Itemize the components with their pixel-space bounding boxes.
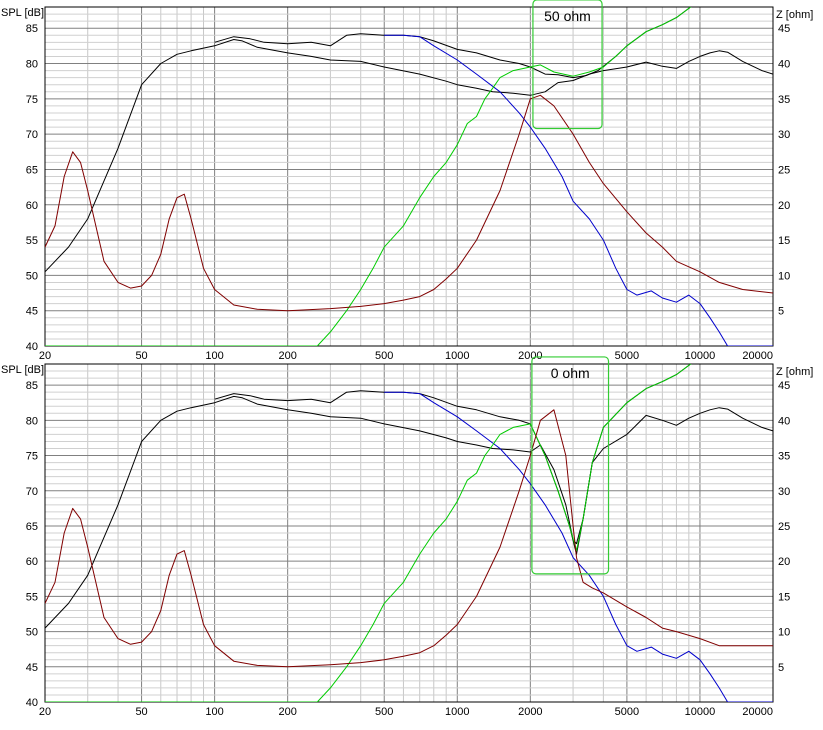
- right-axis-title: Z [ohm]: [776, 366, 813, 378]
- chart-panel-top: SPL [dB] Z [ohm] 40 45 50 55 60 65 70 75 80 85 5 10 15…: [1, 0, 813, 362]
- y-left-tick-label: 60: [26, 556, 38, 568]
- y-left-tick-label: 85: [26, 23, 38, 35]
- y-right-tick-label: 35: [778, 451, 790, 463]
- y-right-tick-label: 40: [778, 415, 790, 427]
- y-right-tick-label: 30: [778, 129, 790, 141]
- x-tick-label: 50: [135, 350, 147, 362]
- chart-panel-bottom: SPL [dB] Z [ohm] 40 45 50 55 60 65 70 75 80 85 5 10 15…: [1, 356, 813, 718]
- y-left-tick-label: 70: [26, 486, 38, 498]
- y-left-tick-label: 40: [26, 341, 38, 353]
- left-axis-title: SPL [dB]: [1, 7, 44, 19]
- impedance-curve: [45, 94, 773, 312]
- y-left-tick-label: 60: [26, 200, 38, 212]
- x-tick-label: 1000: [445, 350, 469, 362]
- spl-curve-a: [45, 395, 773, 629]
- x-tick-label: 20: [39, 350, 51, 362]
- y-right-tick-label: 5: [778, 662, 784, 674]
- left-axis-title: SPL [dB]: [1, 364, 44, 376]
- x-tick-label: 50: [135, 706, 147, 718]
- x-tick-label: 5000: [615, 350, 639, 362]
- y-right-tick-label: 15: [778, 235, 790, 247]
- x-tick-label: 20: [39, 706, 51, 718]
- x-tick-label: 10000: [685, 350, 716, 362]
- y-right-tick-label: 25: [778, 164, 790, 176]
- y-left-tick-label: 50: [26, 270, 38, 282]
- y-right-tick-label: 10: [778, 270, 790, 282]
- impedance-curve: [45, 409, 773, 668]
- x-tick-label: 10000: [685, 706, 716, 718]
- x-tick-label: 200: [278, 706, 296, 718]
- y-right-tick-label: 45: [778, 23, 790, 35]
- y-right-tick-label: 15: [778, 591, 790, 603]
- y-right-tick-label: 30: [778, 486, 790, 498]
- y-left-tick-label: 55: [26, 235, 38, 247]
- y-left-tick-label: 70: [26, 129, 38, 141]
- y-left-tick-label: 75: [26, 451, 38, 463]
- y-left-tick-label: 45: [26, 306, 38, 318]
- y-left-tick-label: 85: [26, 380, 38, 392]
- annotation-box: [532, 0, 603, 130]
- x-tick-label: 100: [205, 706, 223, 718]
- y-left-tick-label: 65: [26, 521, 38, 533]
- y-right-tick-label: 35: [778, 94, 790, 106]
- spl-curve-a: [45, 39, 773, 273]
- y-left-tick-label: 75: [26, 94, 38, 106]
- x-tick-label: 20000: [742, 350, 773, 362]
- annotation-label: 0 ohm: [551, 365, 590, 381]
- y-right-tick-label: 10: [778, 627, 790, 639]
- x-tick-label: 5000: [615, 706, 639, 718]
- y-left-tick-label: 80: [26, 415, 38, 427]
- y-left-tick-label: 45: [26, 662, 38, 674]
- x-tick-label: 100: [205, 350, 223, 362]
- right-axis-title: Z [ohm]: [776, 9, 813, 21]
- y-left-tick-label: 80: [26, 59, 38, 71]
- y-left-tick-label: 65: [26, 164, 38, 176]
- x-tick-label: 500: [375, 706, 393, 718]
- spl-curve-blue: [384, 391, 773, 702]
- annotation-label: 50 ohm: [544, 8, 591, 24]
- y-right-tick-label: 20: [778, 200, 790, 212]
- y-left-tick-label: 40: [26, 697, 38, 709]
- spl-curve-green: [45, 7, 692, 346]
- x-tick-label: 2000: [518, 350, 542, 362]
- annotation-box: [531, 356, 610, 575]
- y-left-tick-label: 50: [26, 627, 38, 639]
- x-tick-label: 20000: [742, 706, 773, 718]
- y-right-tick-label: 40: [778, 59, 790, 71]
- spl-curve-blue: [384, 34, 773, 346]
- spl-curve-green: [45, 364, 692, 702]
- y-right-tick-label: 5: [778, 306, 784, 318]
- y-right-tick-label: 25: [778, 521, 790, 533]
- x-tick-label: 2000: [518, 706, 542, 718]
- x-tick-label: 500: [375, 350, 393, 362]
- plot-frame: [44, 6, 774, 347]
- y-right-tick-label: 20: [778, 556, 790, 568]
- y-right-tick-label: 45: [778, 380, 790, 392]
- plot-frame: [44, 363, 774, 703]
- x-tick-label: 1000: [445, 706, 469, 718]
- x-tick-label: 200: [278, 350, 296, 362]
- y-left-tick-label: 55: [26, 591, 38, 603]
